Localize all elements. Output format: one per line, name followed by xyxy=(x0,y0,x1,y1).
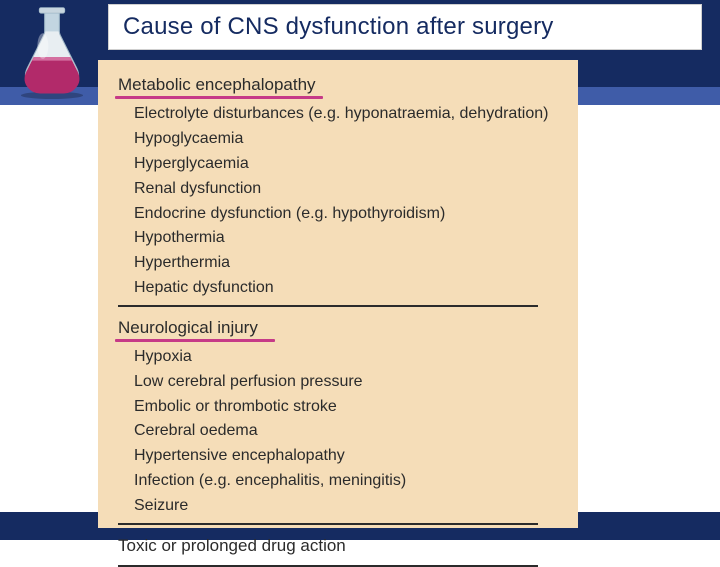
section-items: Electrolyte disturbances (e.g. hyponatra… xyxy=(134,102,558,300)
list-item: Seizure xyxy=(134,494,558,519)
underline-accent xyxy=(115,96,323,99)
section-heading-text: Metabolic encephalopathy xyxy=(118,75,316,94)
list-item: Renal dysfunction xyxy=(134,177,558,202)
footer-line: Toxic or prolonged drug action xyxy=(118,533,558,559)
section-heading: Neurological injury xyxy=(118,315,558,343)
list-item: Cerebral oedema xyxy=(134,419,558,444)
list-item: Hyperthermia xyxy=(134,251,558,276)
section-heading: Metabolic encephalopathy xyxy=(118,72,558,100)
list-item: Hypothermia xyxy=(134,226,558,251)
list-item: Low cerebral perfusion pressure xyxy=(134,370,558,395)
list-item: Electrolyte disturbances (e.g. hyponatra… xyxy=(134,102,558,127)
list-item: Infection (e.g. encephalitis, meningitis… xyxy=(134,469,558,494)
list-item: Hepatic dysfunction xyxy=(134,276,558,301)
slide-title: Cause of CNS dysfunction after surgery xyxy=(123,13,553,41)
section-heading-text: Neurological injury xyxy=(118,318,258,337)
content-panel: Metabolic encephalopathy Electrolyte dis… xyxy=(98,60,578,528)
divider xyxy=(118,523,538,525)
list-item: Endocrine dysfunction (e.g. hypothyroidi… xyxy=(134,202,558,227)
section-items: Hypoxia Low cerebral perfusion pressure … xyxy=(134,345,558,519)
slide-title-box: Cause of CNS dysfunction after surgery xyxy=(108,4,702,50)
list-item: Hypoglycaemia xyxy=(134,127,558,152)
underline-accent xyxy=(115,339,275,342)
list-item: Hypoxia xyxy=(134,345,558,370)
divider xyxy=(118,305,538,307)
list-item: Hypertensive encephalopathy xyxy=(134,444,558,469)
list-item: Hyperglycaemia xyxy=(134,152,558,177)
list-item: Embolic or thrombotic stroke xyxy=(134,395,558,420)
flask-icon xyxy=(6,4,98,99)
